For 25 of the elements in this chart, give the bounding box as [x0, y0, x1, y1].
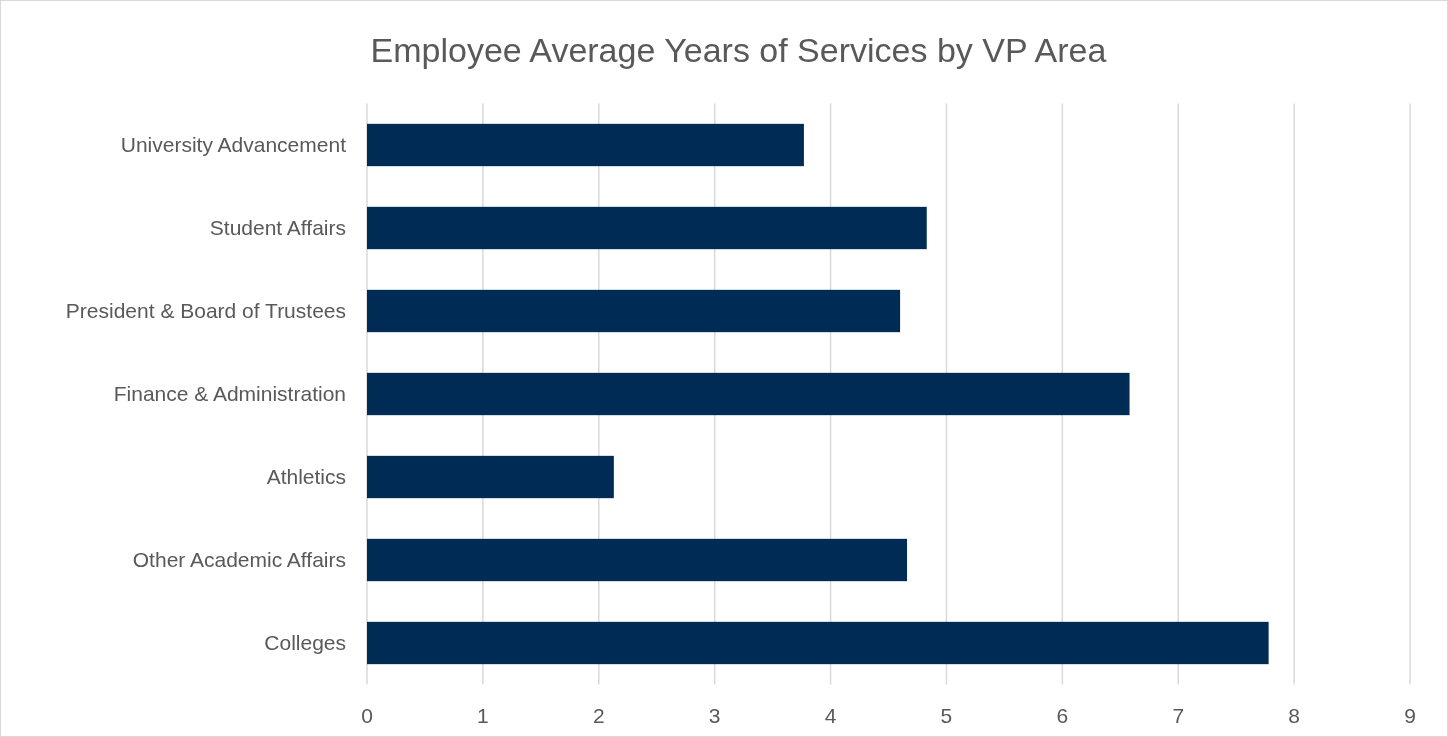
bar [367, 123, 804, 167]
y-tick-label: University Advancement [120, 133, 347, 157]
x-tick-label: 0 [361, 703, 373, 727]
bar [367, 206, 927, 250]
bar [367, 289, 901, 333]
x-tick-label: 2 [592, 703, 605, 727]
x-tick-label: 9 [1404, 703, 1416, 727]
bar [367, 372, 1130, 416]
x-tick-label: 3 [708, 703, 721, 727]
chart-title: Employee Average Years of Services by VP Area [370, 31, 1107, 69]
y-tick-label: Athletics [266, 465, 346, 489]
x-tick-label: 6 [1056, 703, 1069, 727]
y-tick-label: Colleges [264, 631, 346, 655]
y-tick-label: Student Affairs [209, 216, 346, 240]
x-tick-label: 7 [1172, 703, 1185, 727]
y-tick-label: Finance & Administration [113, 382, 346, 406]
x-tick-label: 1 [477, 703, 489, 727]
y-tick-label: Other Academic Affairs [132, 548, 346, 572]
x-tick-label: 5 [940, 703, 953, 727]
x-tick-label: 8 [1288, 703, 1300, 727]
x-tick-label: 4 [824, 703, 837, 727]
y-tick-label: President & Board of Trustees [65, 299, 346, 323]
bar [367, 621, 1269, 665]
bar [367, 538, 908, 582]
bar [367, 455, 614, 499]
